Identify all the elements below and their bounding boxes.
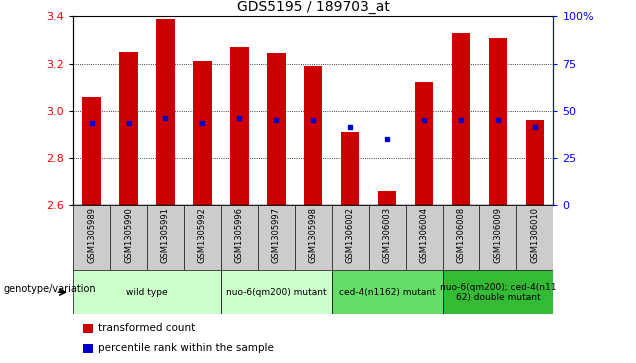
- Text: GSM1305991: GSM1305991: [161, 207, 170, 263]
- Text: genotype/variation: genotype/variation: [3, 284, 96, 294]
- Text: GSM1306002: GSM1306002: [346, 207, 355, 263]
- Text: nuo-6(qm200) mutant: nuo-6(qm200) mutant: [226, 288, 327, 297]
- Text: wild type: wild type: [126, 288, 168, 297]
- Text: GSM1305989: GSM1305989: [87, 207, 96, 263]
- Bar: [73, 270, 221, 314]
- Text: GSM1305992: GSM1305992: [198, 207, 207, 263]
- Text: GSM1306008: GSM1306008: [457, 207, 466, 263]
- Bar: [83, 344, 93, 352]
- Text: transformed count: transformed count: [98, 323, 195, 333]
- Bar: [83, 324, 93, 333]
- Text: GSM1306009: GSM1306009: [494, 207, 502, 263]
- Text: ced-4(n1162) mutant: ced-4(n1162) mutant: [339, 288, 436, 297]
- Title: GDS5195 / 189703_at: GDS5195 / 189703_at: [237, 0, 390, 14]
- Bar: [525, 120, 544, 205]
- Bar: [193, 61, 212, 205]
- Bar: [415, 82, 433, 205]
- Bar: [156, 19, 175, 205]
- Bar: [452, 33, 470, 205]
- Bar: [230, 47, 249, 205]
- Text: GSM1305997: GSM1305997: [272, 207, 280, 263]
- Bar: [443, 270, 553, 314]
- Text: GSM1306004: GSM1306004: [420, 207, 429, 263]
- Text: GSM1305998: GSM1305998: [308, 207, 318, 263]
- Bar: [341, 132, 359, 205]
- Bar: [83, 97, 101, 205]
- Text: nuo-6(qm200); ced-4(n11
62) double mutant: nuo-6(qm200); ced-4(n11 62) double mutan…: [439, 282, 556, 302]
- Bar: [332, 270, 443, 314]
- Bar: [120, 52, 138, 205]
- Bar: [221, 270, 332, 314]
- Text: GSM1305990: GSM1305990: [124, 207, 133, 263]
- Text: GSM1306003: GSM1306003: [383, 207, 392, 263]
- Bar: [378, 191, 396, 205]
- Text: percentile rank within the sample: percentile rank within the sample: [98, 343, 274, 353]
- Bar: [304, 66, 322, 205]
- Bar: [267, 53, 286, 205]
- Text: GSM1305996: GSM1305996: [235, 207, 244, 263]
- Bar: [488, 37, 507, 205]
- Text: GSM1306010: GSM1306010: [530, 207, 539, 263]
